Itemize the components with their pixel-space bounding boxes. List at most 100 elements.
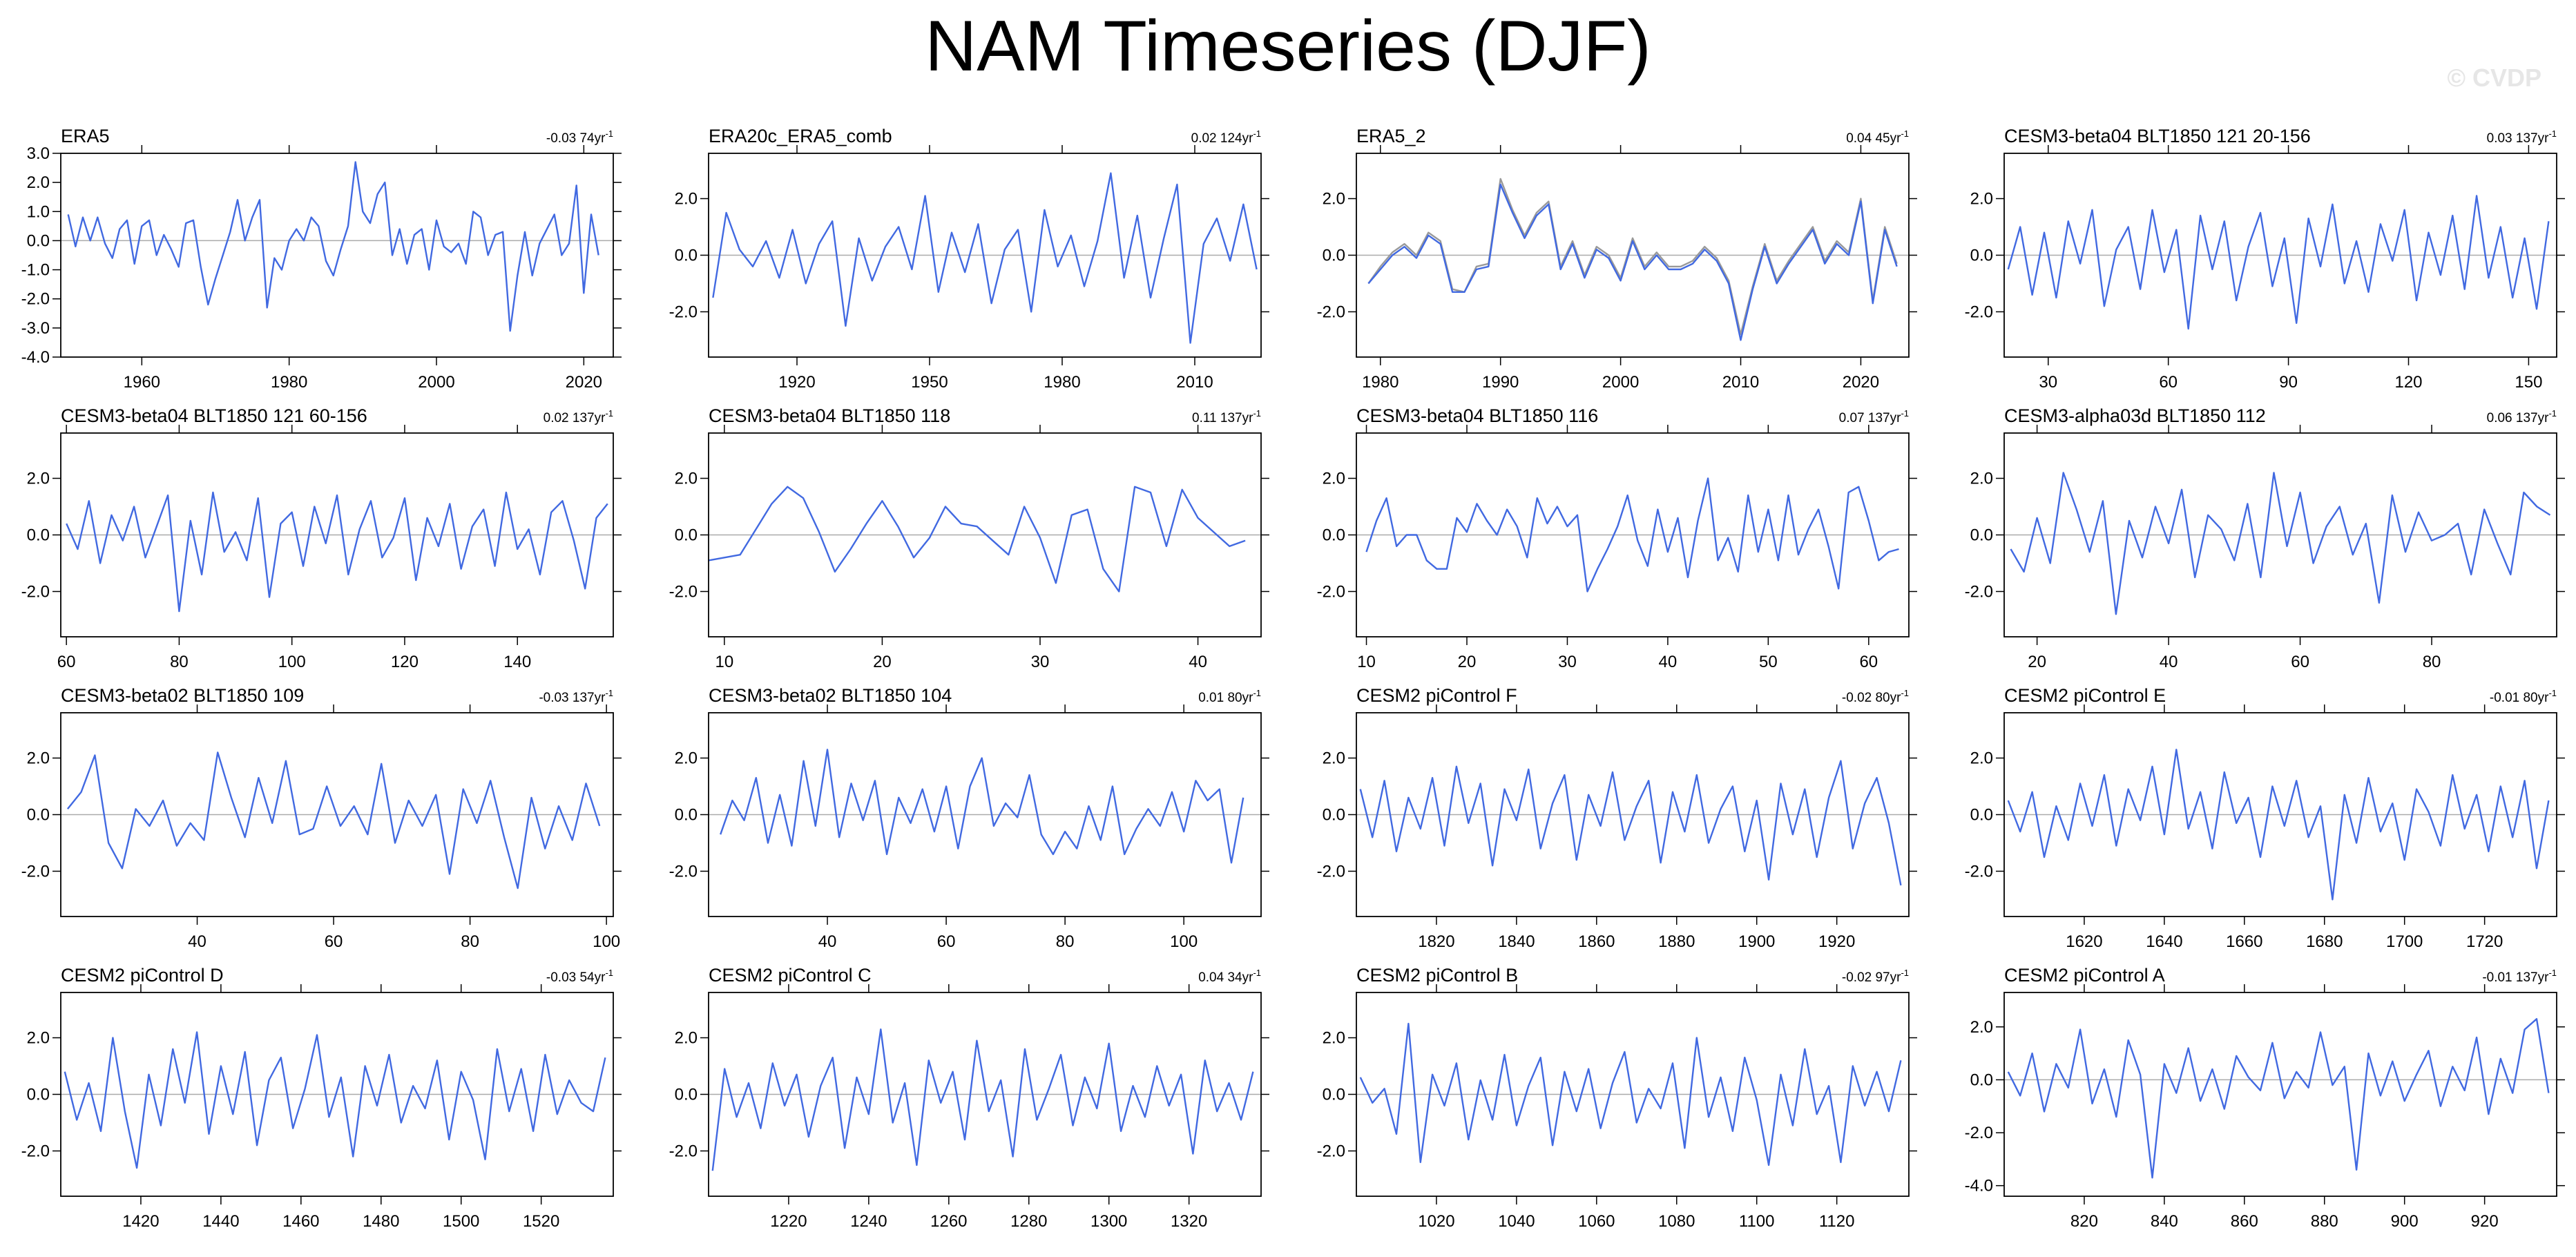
trend-label: -0.02 97yr-1 — [1842, 968, 1909, 985]
y-tick-label: 0.0 — [27, 526, 50, 545]
y-tick-label: 0.0 — [27, 806, 50, 825]
x-tick-label: 1320 — [1171, 1212, 1207, 1231]
series-line — [1367, 183, 1898, 341]
trend-text: 0.02 124yr — [1191, 131, 1253, 146]
plot-frame — [60, 712, 614, 917]
y-tick-label: -2.0 — [669, 582, 698, 601]
x-tick-label: 80 — [2423, 653, 2441, 671]
plot-frame — [60, 992, 614, 1197]
x-tick-label: 840 — [2151, 1212, 2178, 1231]
trend-label: 0.04 34yr-1 — [1198, 968, 1261, 985]
plot-frame — [708, 153, 1262, 358]
x-tick-label: 1260 — [930, 1212, 967, 1231]
trend-exponent: -1 — [1253, 688, 1261, 698]
x-tick-label: 60 — [2291, 653, 2309, 671]
x-tick-label: 60 — [937, 932, 956, 951]
panel: CESM2 piControl B -0.02 97yr-1 -2.0 0.0 2.0 1… — [1317, 965, 1917, 1231]
trend-text: -0.01 80yr — [2490, 691, 2549, 705]
series-line — [1359, 760, 1902, 886]
x-tick-label: 120 — [391, 653, 419, 671]
x-tick-label: 100 — [278, 653, 306, 671]
x-tick-label: 80 — [170, 653, 189, 671]
y-tick-label: 2.0 — [1970, 190, 1993, 209]
panel-title: ERA5 — [61, 126, 110, 146]
x-tick-label: 1980 — [1044, 373, 1080, 392]
x-tick-label: 140 — [503, 653, 531, 671]
trend-exponent: -1 — [1901, 128, 1909, 139]
plot-frame — [2003, 153, 2557, 358]
y-tick-label: 0.0 — [1323, 247, 1345, 265]
x-tick-label: 1100 — [1739, 1212, 1775, 1231]
y-tick-label: -2.0 — [1317, 1142, 1345, 1160]
plot-frame — [708, 432, 1262, 637]
plot-frame — [1356, 992, 1910, 1197]
panel: CESM3-beta02 BLT1850 104 0.01 80yr-1 -2.0 0… — [669, 685, 1269, 951]
x-tick-label: 2010 — [1722, 373, 1759, 392]
y-tick-label: 2.0 — [1970, 1018, 1993, 1037]
series-line — [708, 486, 1246, 593]
panel: CESM3-beta04 BLT1850 116 0.07 137yr-1 -2.0… — [1317, 405, 1917, 671]
plot-frame — [708, 712, 1262, 917]
trend-text: -0.03 137yr — [539, 691, 606, 705]
x-tick-label: 820 — [2070, 1212, 2098, 1231]
x-tick-label: 860 — [2231, 1212, 2258, 1231]
panel: CESM2 piControl E -0.01 80yr-1 -2.0 0.0 2.0 1… — [1965, 685, 2565, 951]
x-tick-label: 1920 — [778, 373, 815, 392]
trend-exponent: -1 — [605, 688, 613, 698]
series-line — [66, 491, 608, 613]
trend-text: -0.03 74yr — [546, 131, 606, 146]
y-tick-label: -2.0 — [21, 290, 50, 309]
y-tick-label: 3.0 — [27, 144, 50, 163]
trend-exponent: -1 — [1253, 968, 1261, 978]
x-tick-label: 900 — [2391, 1212, 2419, 1231]
panel-title: CESM3-beta02 BLT1850 104 — [709, 685, 952, 706]
y-tick-label: 0.0 — [1323, 526, 1345, 545]
y-tick-label: -2.0 — [21, 582, 50, 601]
x-tick-label: 1880 — [1658, 932, 1695, 951]
y-tick-label: 0.0 — [1970, 247, 1993, 265]
trend-label: -0.03 54yr-1 — [546, 968, 613, 985]
trend-text: 0.06 137yr — [2487, 411, 2549, 425]
series-line — [1365, 477, 1899, 593]
panel: CESM3-beta04 BLT1850 118 0.11 137yr-1 -2.0… — [669, 405, 1269, 671]
x-tick-label: 1620 — [2066, 932, 2102, 951]
x-tick-label: 1980 — [1362, 373, 1398, 392]
panel-title: CESM2 piControl A — [2004, 965, 2165, 986]
series-line — [720, 749, 1244, 864]
x-tick-label: 20 — [1458, 653, 1477, 671]
y-tick-label: -2.0 — [1317, 862, 1345, 881]
panel: CESM3-beta02 BLT1850 109 -0.03 137yr-1 -2.… — [21, 685, 622, 951]
y-tick-label: -2.0 — [1317, 303, 1345, 321]
x-tick-label: 1720 — [2466, 932, 2503, 951]
x-tick-label: 1480 — [363, 1212, 399, 1231]
x-tick-label: 1460 — [282, 1212, 319, 1231]
trend-label: -0.03 74yr-1 — [546, 128, 613, 146]
y-tick-label: 2.0 — [675, 1029, 698, 1048]
trend-label: -0.03 137yr-1 — [539, 688, 613, 705]
trend-label: 0.02 124yr-1 — [1191, 128, 1261, 146]
x-tick-label: 1680 — [2306, 932, 2343, 951]
trend-exponent: -1 — [1901, 688, 1909, 698]
trend-exponent: -1 — [1253, 128, 1261, 139]
plot-frame — [60, 432, 614, 637]
y-tick-label: -2.0 — [669, 862, 698, 881]
x-tick-label: 40 — [1189, 653, 1207, 671]
y-tick-label: -4.0 — [21, 348, 50, 367]
y-tick-label: 2.0 — [675, 190, 698, 209]
panel-title: ERA20c_ERA5_comb — [709, 126, 892, 146]
x-tick-label: 1920 — [1818, 932, 1855, 951]
panel: CESM2 piControl D -0.03 54yr-1 -2.0 0.0 2.0 1… — [21, 965, 622, 1231]
trend-text: -0.02 80yr — [1842, 691, 1901, 705]
y-tick-label: -2.0 — [1965, 582, 1993, 601]
x-tick-label: 1950 — [911, 373, 948, 392]
x-tick-label: 2000 — [418, 373, 454, 392]
y-tick-label: 1.0 — [27, 202, 50, 221]
series-line — [1359, 1022, 1902, 1167]
panel-title: CESM2 piControl C — [709, 965, 872, 986]
trend-exponent: -1 — [605, 128, 613, 139]
x-tick-label: 30 — [2039, 373, 2057, 392]
x-tick-label: 80 — [461, 932, 479, 951]
y-tick-label: 2.0 — [675, 749, 698, 768]
y-tick-label: 2.0 — [1970, 749, 1993, 768]
series-line — [67, 161, 599, 332]
